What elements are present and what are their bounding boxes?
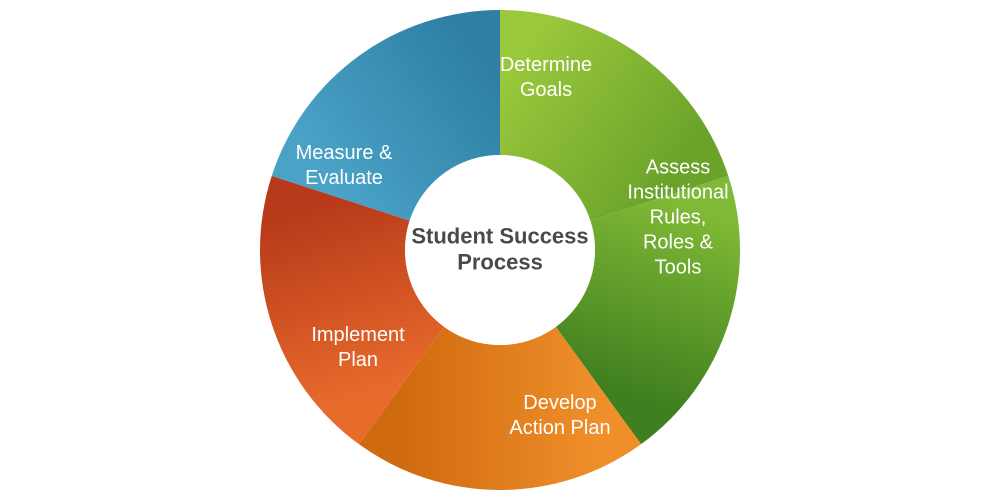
cycle-svg xyxy=(0,0,1000,500)
center-circle xyxy=(405,155,595,345)
cycle-diagram: Determine GoalsAssess Institutional Rule… xyxy=(0,0,1000,500)
